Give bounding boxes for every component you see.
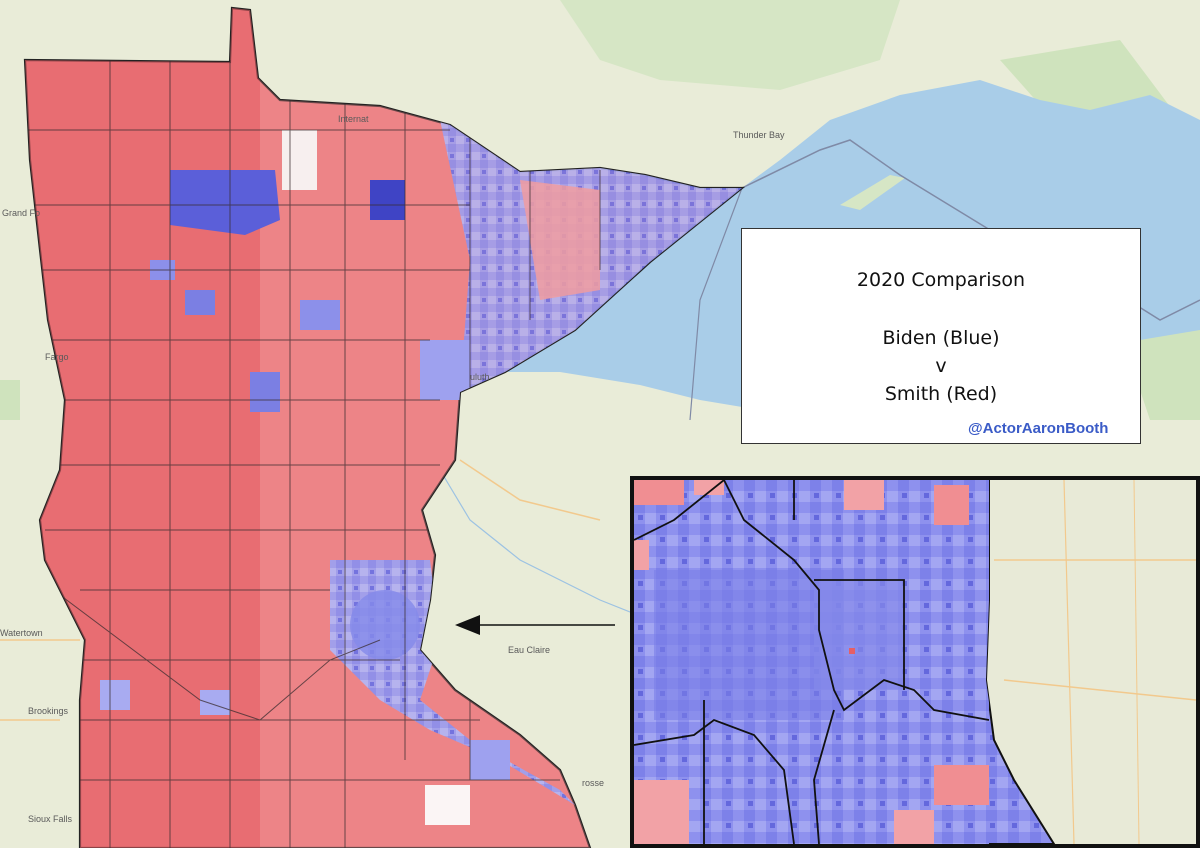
legend-biden: Biden (Blue): [882, 327, 1000, 349]
place-label-watertown: Watertown: [0, 628, 43, 638]
left-arrow-icon: [455, 615, 615, 635]
place-label-duluth: uluth: [470, 372, 490, 382]
metro-inset-map: [634, 480, 1196, 844]
metro-inset: [630, 476, 1200, 848]
place-label-eau-claire: Eau Claire: [508, 645, 551, 655]
legend-versus: v: [935, 355, 947, 377]
place-label-thunder-bay: Thunder Bay: [733, 130, 785, 140]
place-label-fargo: Fargo: [45, 352, 69, 362]
place-label-la-crosse: rosse: [582, 778, 605, 788]
place-label-international: Internat: [338, 114, 369, 124]
legend-title: 2020 Comparison: [856, 269, 1026, 291]
place-label-brookings: Brookings: [28, 706, 69, 716]
place-label-sioux-falls: Sioux Falls: [28, 814, 73, 824]
legend-smith: Smith (Red): [884, 383, 998, 405]
legend-box: 2020 Comparison Biden (Blue) v Smith (Re…: [741, 228, 1141, 444]
author-credit: @ActorAaronBooth: [968, 420, 1109, 437]
place-label-grand-forks: Grand Fo: [2, 208, 41, 218]
